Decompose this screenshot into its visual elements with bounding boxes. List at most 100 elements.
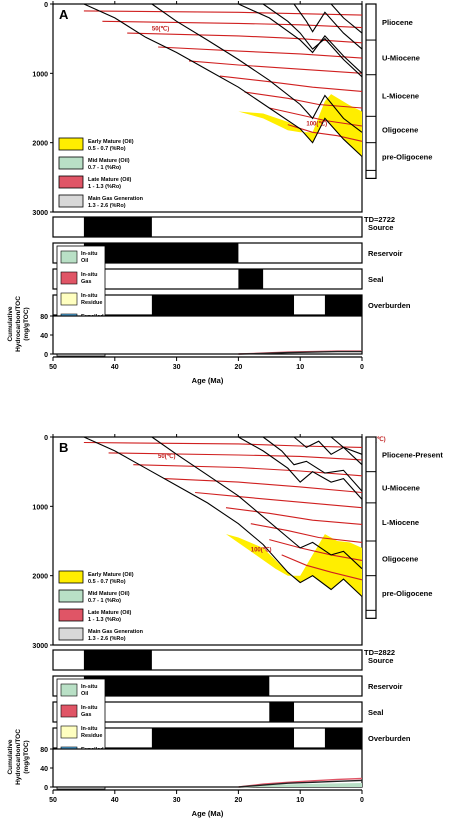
maturity-legend-range: 1 - 1.3 (%Ro) — [88, 184, 121, 190]
hc-ylabel: (mg/gTOC) — [23, 740, 30, 773]
isotherm-line — [244, 91, 363, 109]
isotherm-label: 100(℃) — [306, 120, 327, 127]
formation-label: pre-Oligocene — [382, 153, 432, 162]
isotherm-line — [250, 523, 363, 543]
isotherm-line — [225, 507, 363, 525]
hc-legend-label: In-situ — [81, 293, 98, 299]
event-label: Overburden — [368, 301, 411, 310]
formation-label: Oligocene — [382, 554, 418, 563]
isotherm-line — [164, 478, 363, 494]
burial-line — [83, 436, 363, 597]
maturity-legend-swatch — [58, 608, 84, 622]
maturity-legend-swatch — [58, 194, 84, 208]
maturity-legend-label: Late Mature (Oil) — [88, 610, 132, 616]
formation-label: Pliocene — [382, 18, 413, 27]
isotherm-line — [127, 32, 363, 44]
isotherm-label: 100(℃) — [251, 546, 272, 553]
isotherm-line — [83, 10, 363, 16]
panel-label: A — [59, 7, 69, 22]
hc-y-tick-label: 40 — [40, 766, 48, 773]
burial-line — [151, 436, 363, 570]
x-tick-label: 20 — [235, 364, 243, 371]
maturity-legend-swatch — [58, 589, 84, 603]
event-bar — [324, 295, 362, 315]
formation-column — [365, 3, 377, 179]
event-label: Source — [368, 223, 393, 232]
burial-line — [330, 3, 363, 34]
isotherm-line — [195, 491, 363, 509]
hc-legend-label: Oil — [81, 258, 89, 264]
maturity-legend-range: 0.5 - 0.7 (%Ro) — [88, 146, 126, 152]
maturity-legend-swatch — [58, 175, 84, 189]
hc-legend-label: Residue — [81, 733, 102, 739]
event-bar — [151, 728, 295, 748]
hc-ylabel: Hydrocarbon/TOC — [15, 296, 22, 352]
maturity-legend-label: Main Gas Generation — [88, 629, 144, 635]
burial-plot-frame — [52, 3, 363, 213]
formation-label: L-Miocene — [382, 518, 419, 527]
event-bar — [269, 702, 295, 722]
event-bar — [83, 243, 239, 263]
y-tick-label: 2000 — [32, 141, 48, 148]
hc-legend-swatch — [60, 725, 78, 739]
x-tick-label: 50 — [49, 797, 57, 804]
event-bar — [83, 217, 152, 237]
isotherm-label: 30(℃) — [368, 436, 385, 443]
x-tick-label: 0 — [360, 797, 364, 804]
hc-legend-label: In-situ — [81, 251, 98, 257]
hc-y-tick-label: 0 — [44, 785, 48, 792]
maturity-legend-range: 0.5 - 0.7 (%Ro) — [88, 579, 126, 585]
hc-y-tick-label: 80 — [40, 314, 48, 321]
x-axis-label: Age (Ma) — [192, 809, 224, 818]
early-mature-zone — [238, 94, 362, 157]
maturity-legend-swatch — [58, 627, 84, 641]
maturity-legend-range: 1 - 1.3 (%Ro) — [88, 617, 121, 623]
maturity-legend-label: Early Mature (Oil) — [88, 572, 134, 578]
hc-y-tick-label: 80 — [40, 747, 48, 754]
maturity-legend-range: 1.3 - 2.6 (%Ro) — [88, 203, 126, 209]
hc-legend-swatch — [60, 683, 78, 697]
x-tick-label: 50 — [49, 364, 57, 371]
burial-line — [238, 436, 363, 500]
isotherm-label: 50(℃) — [158, 453, 175, 460]
hc-legend-swatch — [60, 250, 78, 264]
early-mature-zone — [226, 534, 362, 597]
maturity-legend-label: Late Mature (Oil) — [88, 177, 132, 183]
hc-curve — [238, 777, 363, 788]
isotherm-line — [133, 464, 363, 477]
maturity-legend-label: Main Gas Generation — [88, 196, 144, 202]
maturity-legend-range: 0.7 - 1 (%Ro) — [88, 165, 121, 171]
x-tick-label: 0 — [360, 364, 364, 371]
formation-label: pre-Oligocene — [382, 589, 432, 598]
x-tick-label: 20 — [235, 797, 243, 804]
isotherm-line — [281, 554, 363, 581]
x-tick-label: 40 — [111, 797, 119, 804]
x-tick-label: 10 — [296, 797, 304, 804]
isotherm-line — [158, 46, 363, 59]
hc-curve — [238, 779, 363, 788]
hc-legend-label: Gas — [81, 279, 91, 285]
hc-plot-frame — [52, 315, 363, 355]
burial-line — [293, 3, 363, 50]
isotherm-line — [102, 20, 363, 29]
hc-legend-label: In-situ — [81, 726, 98, 732]
maturity-legend-range: 0.7 - 1 (%Ro) — [88, 598, 121, 604]
formation-label: U-Miocene — [382, 483, 420, 492]
event-row-seal — [52, 268, 363, 290]
formation-label: U-Miocene — [382, 53, 420, 62]
y-tick-label: 3000 — [32, 643, 48, 650]
event-label: Seal — [368, 708, 383, 717]
panel-label: B — [59, 440, 68, 455]
event-label: Reservoir — [368, 682, 403, 691]
event-label: Reservoir — [368, 249, 403, 258]
x-tick-label: 30 — [173, 364, 181, 371]
maturity-legend-label: Mid Mature (Oil) — [88, 591, 130, 597]
formation-label: Pliocene-Present — [382, 450, 443, 459]
event-bar — [83, 676, 270, 696]
maturity-legend-swatch — [58, 137, 84, 151]
hc-curve — [238, 783, 363, 788]
y-tick-label: 2000 — [32, 574, 48, 581]
